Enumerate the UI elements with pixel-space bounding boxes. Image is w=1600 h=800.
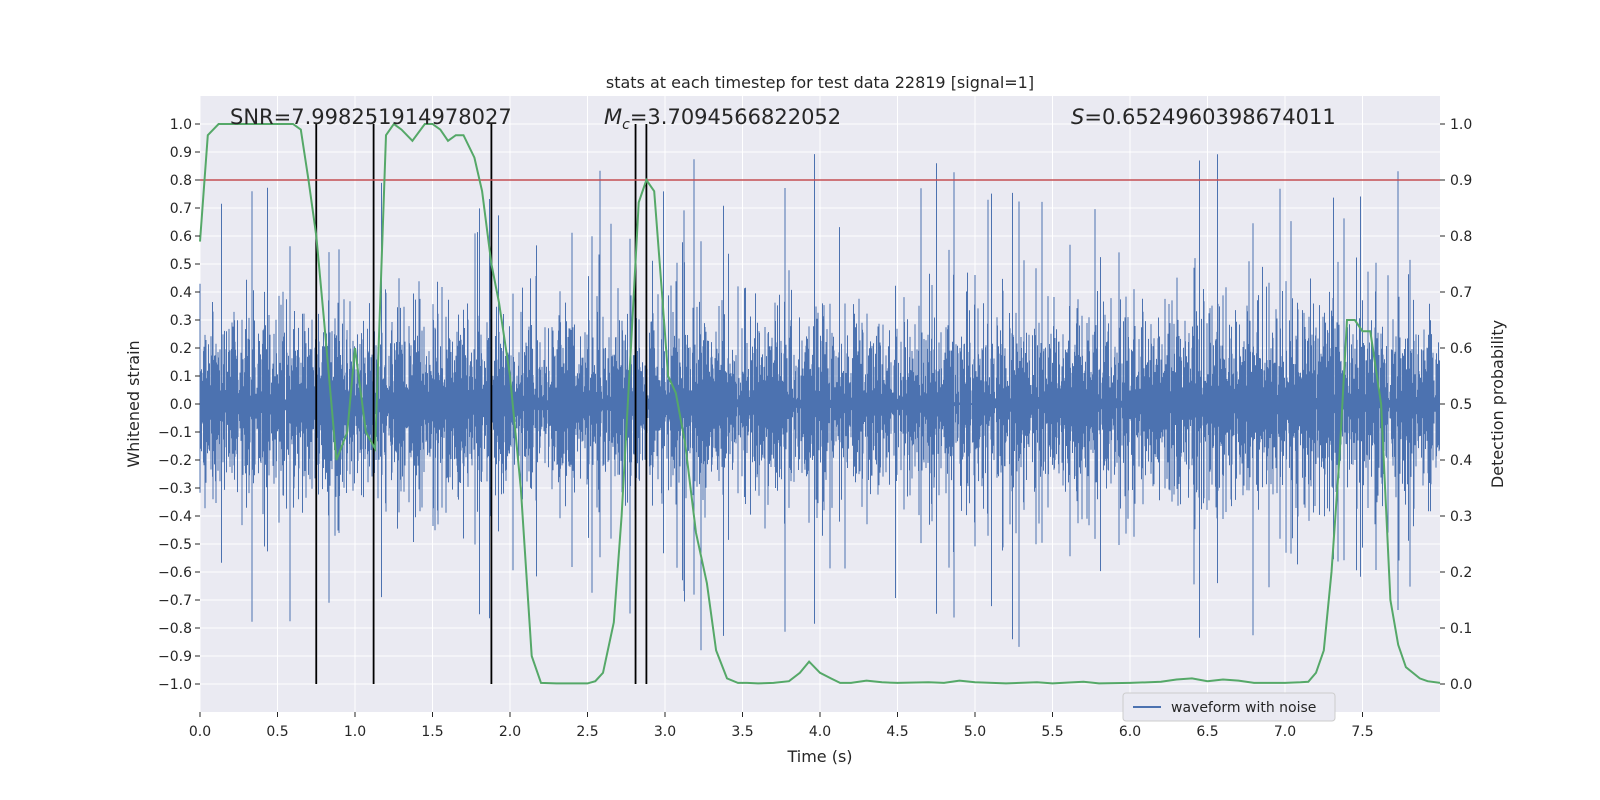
y-left-tick-label-18: 0.8 — [170, 173, 192, 189]
s-symbol: S — [1071, 105, 1084, 129]
x-tick-label-8: 4.0 — [809, 724, 831, 740]
y-left-tick-label-10: 0.0 — [170, 397, 192, 413]
x-tick-label-11: 5.5 — [1041, 724, 1063, 740]
y-left-tick-label-11: 0.1 — [170, 369, 192, 385]
y-right-tick-label-8: 0.8 — [1450, 229, 1472, 245]
y-left-tick-label-8: −0.2 — [158, 453, 192, 469]
x-tick-label-0: 0.0 — [189, 724, 211, 740]
y-right-tick-label-10: 1.0 — [1450, 117, 1472, 133]
y-left-tick-label-20: 1.0 — [170, 117, 192, 133]
x-tick-label-13: 6.5 — [1196, 724, 1218, 740]
y-right-tick-label-2: 0.2 — [1450, 565, 1472, 581]
x-tick-label-4: 2.0 — [499, 724, 521, 740]
y-left-tick-label-19: 0.9 — [170, 145, 192, 161]
s-value: =0.6524960398674011 — [1084, 105, 1335, 129]
x-tick-label-3: 1.5 — [421, 724, 443, 740]
s-annotation: S=0.6524960398674011 — [1071, 105, 1336, 129]
x-tick-label-15: 7.5 — [1351, 724, 1373, 740]
y-left-tick-label-12: 0.2 — [170, 341, 192, 357]
y-right-tick-label-5: 0.5 — [1450, 397, 1472, 413]
x-axis-ticks: 0.0 0.5 1.0 1.5 2.0 2.5 3.0 3.5 4.0 4.5 5.0 5.5 6.0 6… — [189, 712, 1374, 740]
y-left-tick-label-0: −1.0 — [158, 677, 192, 693]
x-tick-label-10: 5.0 — [964, 724, 986, 740]
x-tick-label-5: 2.5 — [576, 724, 598, 740]
y-right-tick-label-3: 0.3 — [1450, 509, 1472, 525]
legend-entry-waveform: waveform with noise — [1171, 700, 1316, 716]
y-right-tick-label-6: 0.6 — [1450, 341, 1472, 357]
y-left-tick-label-16: 0.6 — [170, 229, 192, 245]
snr-annotation: SNR=7.998251914978027 — [230, 105, 512, 129]
y-left-tick-label-7: −0.3 — [158, 481, 192, 497]
y-right-tick-label-0: 0.0 — [1450, 677, 1472, 693]
x-tick-label-2: 1.0 — [344, 724, 366, 740]
vertical-markers — [315, 124, 648, 684]
y-left-tick-label-9: −0.1 — [158, 425, 192, 441]
y-left-tick-label-5: −0.5 — [158, 537, 192, 553]
y-left-tick-label-14: 0.4 — [170, 285, 192, 301]
y-left-tick-label-15: 0.5 — [170, 257, 192, 273]
chart-title: stats at each timestep for test data 228… — [606, 73, 1034, 92]
legend: waveform with noise — [1122, 692, 1336, 722]
y-left-tick-label-2: −0.8 — [158, 621, 192, 637]
mc-symbol: M — [604, 105, 622, 129]
x-tick-label-14: 7.0 — [1274, 724, 1296, 740]
y-left-tick-label-6: −0.4 — [158, 509, 192, 525]
y-left-axis-ticks: −1.0 −0.9 −0.8 −0.7 −0.6 −0.5 −0.4 −0.3 −0.2 −0.1… — [158, 117, 200, 693]
detection-probability-line — [199, 122, 1441, 685]
x-tick-label-7: 3.5 — [731, 724, 753, 740]
y-left-tick-label-13: 0.3 — [170, 313, 192, 329]
y-right-axis-label: Detection probability — [1488, 320, 1507, 488]
y-right-tick-label-4: 0.4 — [1450, 453, 1472, 469]
x-tick-label-9: 4.5 — [886, 724, 908, 740]
y-left-tick-label-3: −0.7 — [158, 593, 192, 609]
mc-value: =3.7094566822052 — [630, 105, 841, 129]
x-tick-label-6: 3.0 — [654, 724, 676, 740]
x-tick-label-12: 6.0 — [1119, 724, 1141, 740]
x-axis-label: Time (s) — [786, 747, 852, 766]
waveform-with-noise-line — [199, 154, 1440, 651]
legend-box — [1122, 692, 1336, 722]
mc-subscript: c — [622, 117, 630, 133]
x-tick-label-1: 0.5 — [266, 724, 288, 740]
y-left-axis-label: Whitened strain — [124, 340, 143, 467]
chirp-mass-annotation: Mc=3.7094566822052 — [604, 105, 841, 133]
y-right-axis-ticks: 0.0 0.1 0.2 0.3 0.4 0.5 0.6 0.7 0.8 0.9 1.0 — [1440, 117, 1472, 693]
y-left-tick-label-17: 0.7 — [170, 201, 192, 217]
y-right-tick-label-9: 0.9 — [1450, 173, 1472, 189]
y-right-tick-label-7: 0.7 — [1450, 285, 1472, 301]
y-left-tick-label-1: −0.9 — [158, 649, 192, 665]
waveform-series — [199, 154, 1440, 651]
y-right-tick-label-1: 0.1 — [1450, 621, 1472, 637]
y-left-tick-label-4: −0.6 — [158, 565, 192, 581]
